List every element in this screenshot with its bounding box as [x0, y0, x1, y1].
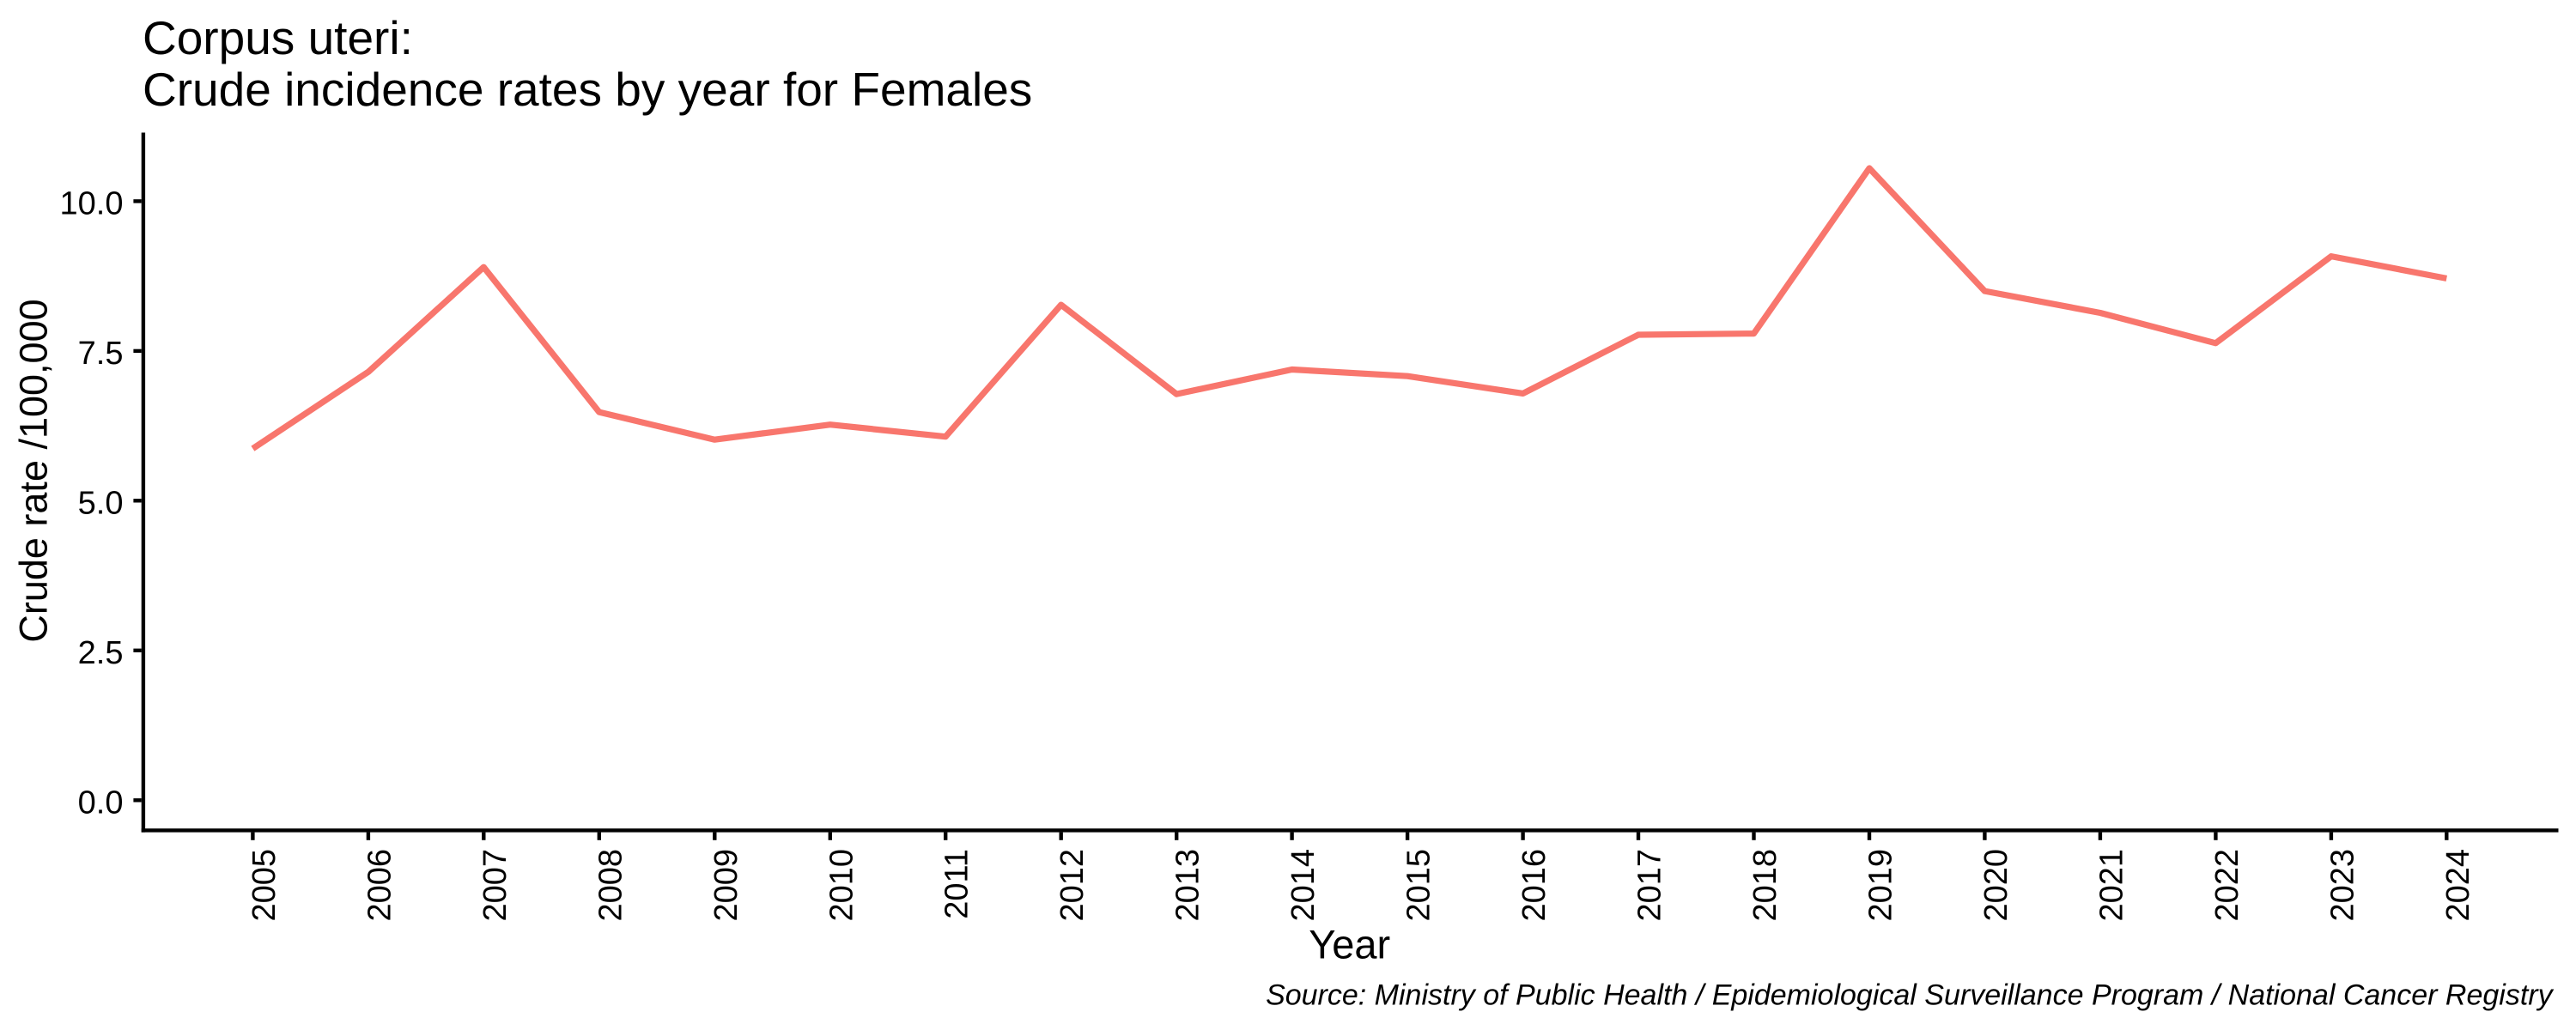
svg-text:Corpus uteri:: Corpus uteri:: [143, 11, 413, 64]
svg-text:2020: 2020: [1978, 849, 2014, 922]
svg-text:2011: 2011: [939, 849, 975, 919]
svg-text:Crude incidence rates by year: Crude incidence rates by year for Female…: [143, 63, 1032, 116]
svg-text:2018: 2018: [1747, 849, 1783, 922]
svg-text:2006: 2006: [361, 849, 398, 922]
svg-text:2008: 2008: [592, 849, 629, 922]
svg-text:Crude rate /100,000: Crude rate /100,000: [11, 299, 55, 642]
svg-text:10.0: 10.0: [60, 185, 124, 221]
svg-text:7.5: 7.5: [78, 336, 124, 372]
svg-text:0.0: 0.0: [78, 785, 124, 821]
svg-text:2021: 2021: [2093, 849, 2129, 922]
svg-text:2022: 2022: [2209, 849, 2245, 922]
svg-text:2007: 2007: [477, 849, 513, 922]
svg-text:2014: 2014: [1285, 849, 1321, 922]
svg-text:2.5: 2.5: [78, 635, 124, 671]
svg-text:2019: 2019: [1863, 849, 1899, 922]
svg-text:2013: 2013: [1170, 849, 1206, 922]
svg-text:2017: 2017: [1632, 849, 1668, 922]
svg-text:2024: 2024: [2440, 849, 2476, 922]
svg-text:2023: 2023: [2324, 849, 2360, 922]
svg-text:2010: 2010: [823, 849, 860, 922]
svg-text:Year: Year: [1309, 922, 1390, 967]
svg-text:2015: 2015: [1401, 849, 1437, 922]
svg-text:2016: 2016: [1516, 849, 1552, 922]
svg-text:2005: 2005: [246, 849, 283, 922]
svg-text:5.0: 5.0: [78, 485, 124, 521]
svg-text:2009: 2009: [708, 849, 744, 922]
svg-text:2012: 2012: [1054, 849, 1091, 922]
svg-text:Source: Ministry of Public Hea: Source: Ministry of Public Health / Epid…: [1266, 979, 2555, 1012]
